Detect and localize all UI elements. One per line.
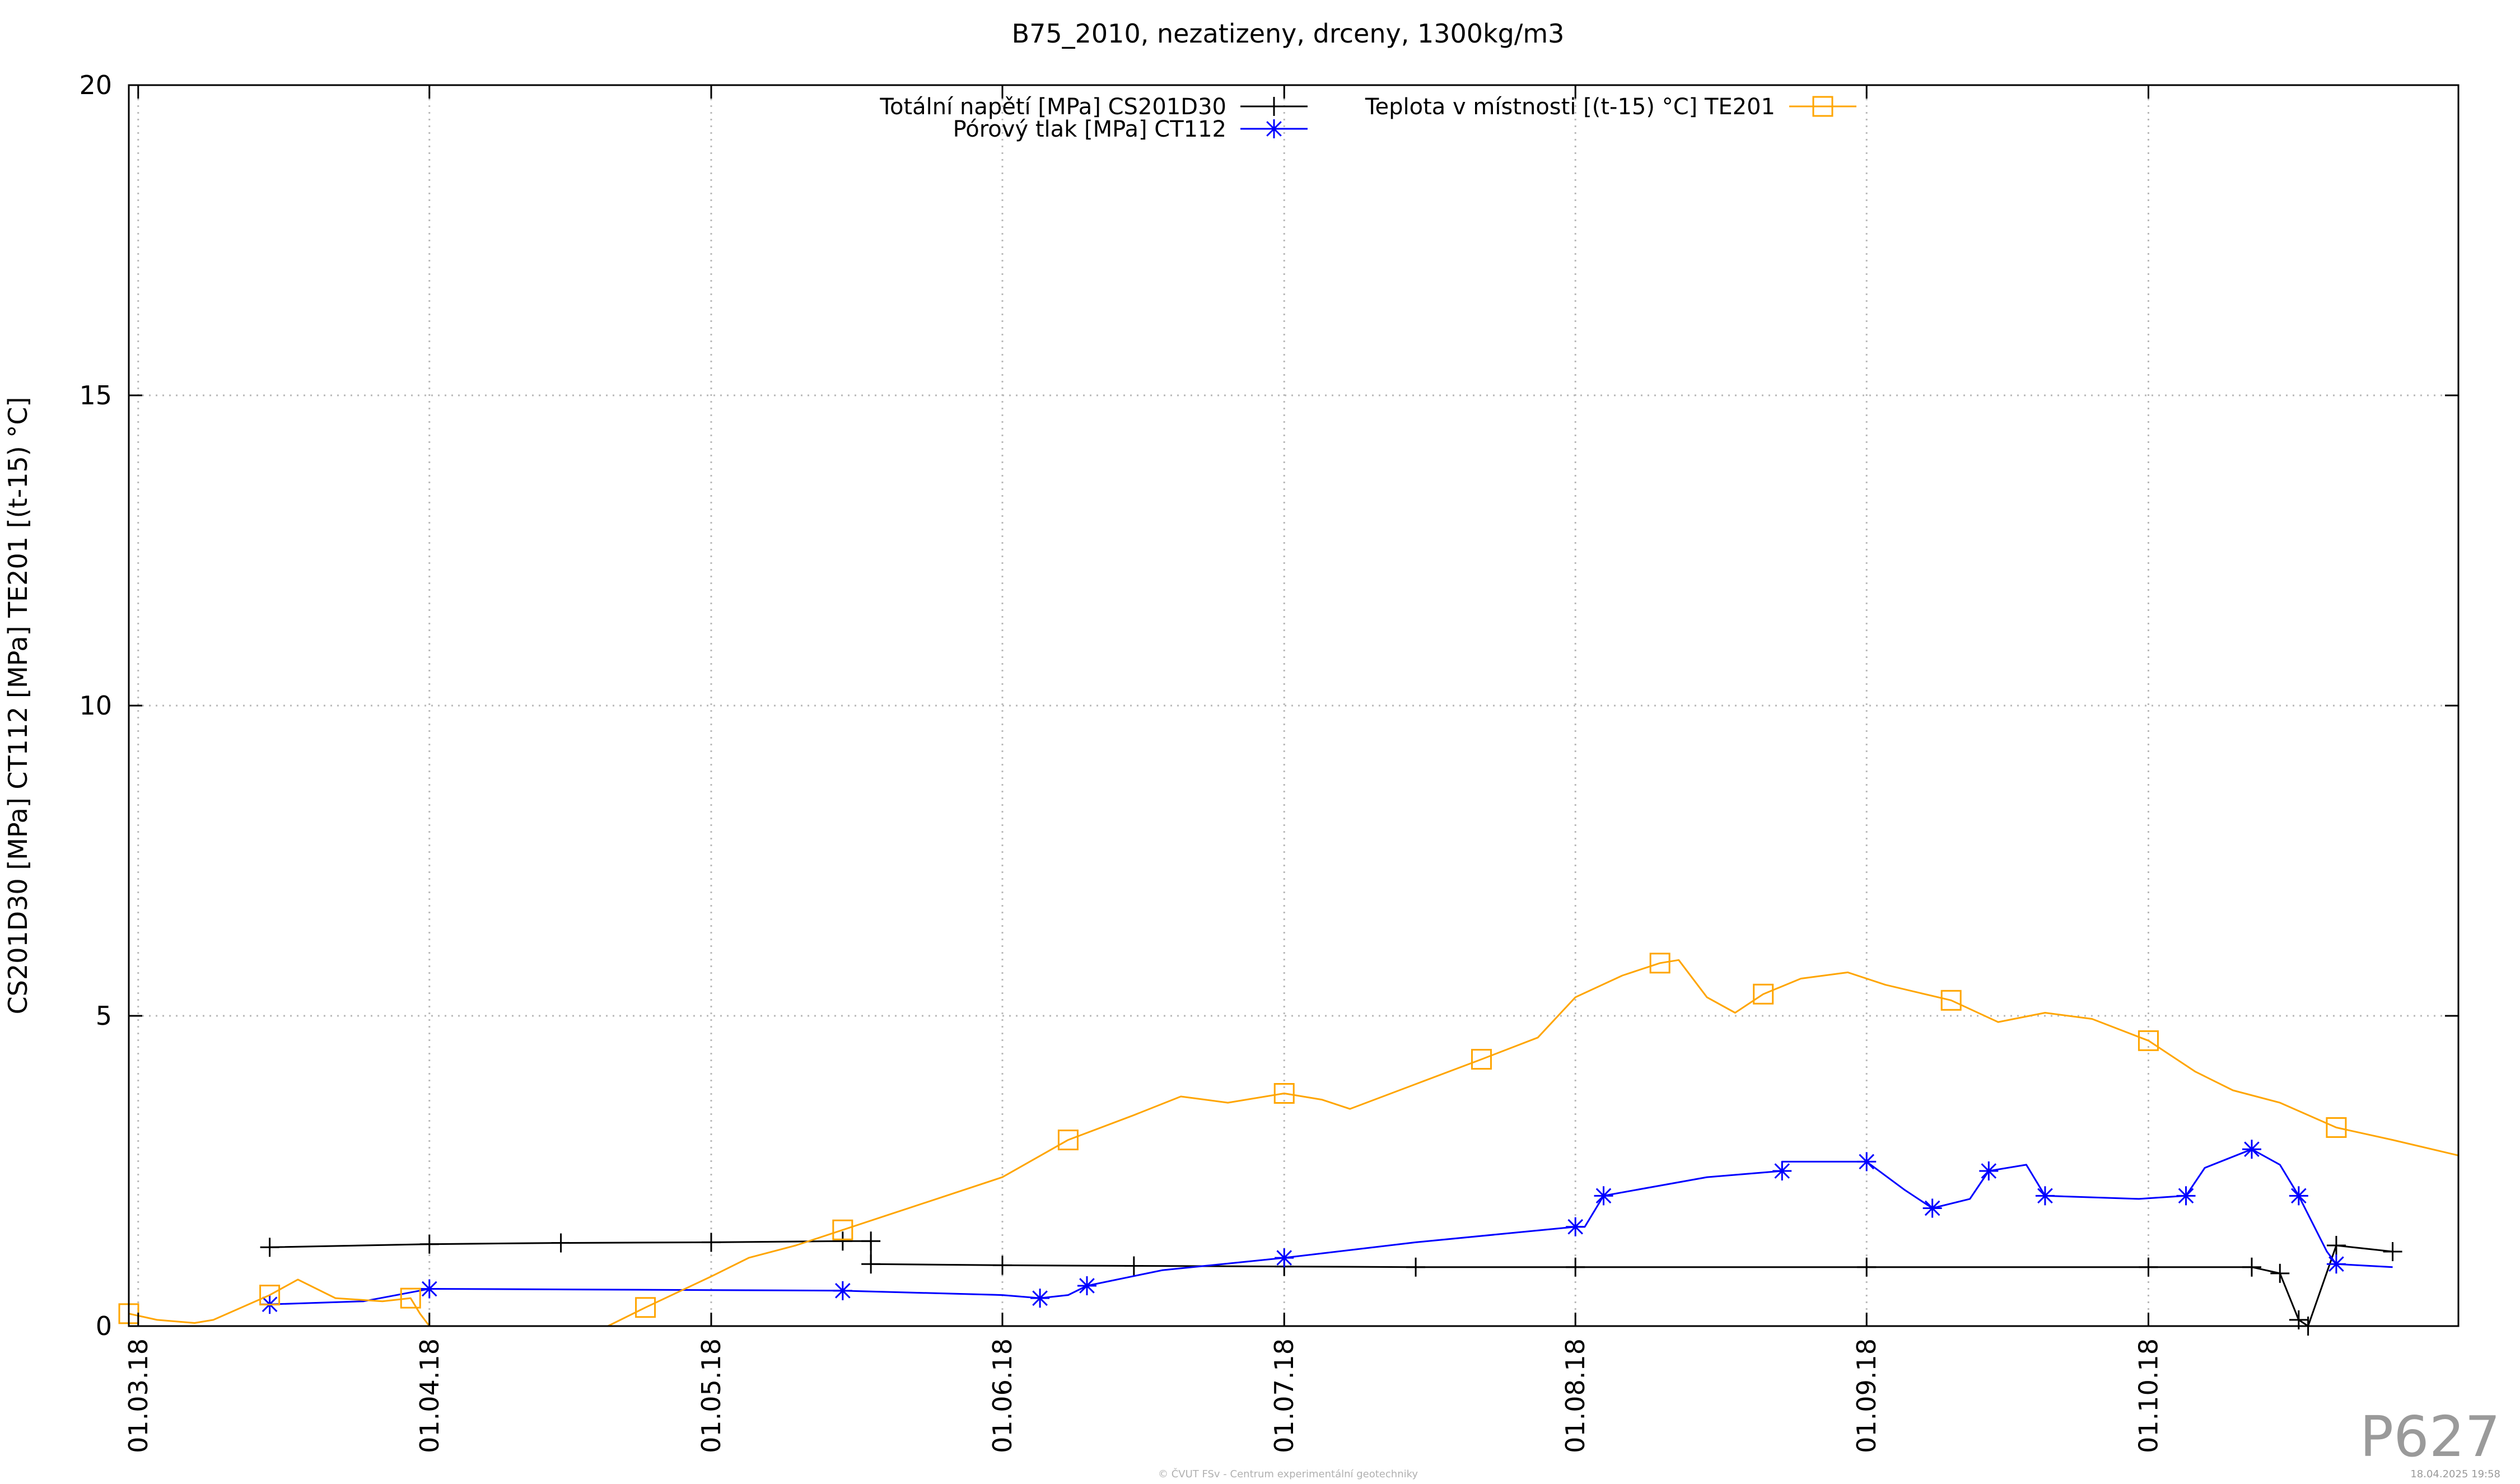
render-timestamp: 18.04.2025 19:58: [2410, 1468, 2500, 1480]
data-point-3: [1649, 953, 1670, 974]
series-line-3: [128, 959, 2459, 1327]
data-point-1: [419, 1234, 439, 1254]
y-tick-label: 5: [96, 1001, 112, 1031]
legend-label: Pórový tlak [MPa] CT112: [953, 116, 1226, 142]
data-point-2: [1566, 1217, 1585, 1236]
data-point-3: [2326, 1117, 2347, 1138]
data-point-1: [551, 1233, 571, 1253]
data-point-1: [702, 1233, 721, 1252]
data-point-2: [1594, 1186, 1613, 1206]
data-point-3: [832, 1219, 853, 1240]
data-point-1: [260, 1238, 279, 1257]
x-tick-label: 01.10.18: [2133, 1338, 2163, 1453]
chart-title: B75_2010, nezatizeny, drceny, 1300kg/m3: [1012, 18, 1565, 49]
data-point-2: [1922, 1198, 1942, 1218]
data-point-2: [1857, 1152, 1877, 1172]
data-point-3: [635, 1297, 656, 1318]
data-point-2: [1077, 1276, 1096, 1295]
data-point-1: [833, 1231, 852, 1251]
data-point-2: [833, 1281, 852, 1300]
plot-area: [118, 953, 2459, 1336]
series-line-1: [269, 1240, 2393, 1327]
data-point-3: [259, 1285, 281, 1306]
data-point-2: [2176, 1186, 2196, 1206]
x-axis: 01.03.18 01.04.18 01.05.18 01.06.18 01.07.18…: [123, 85, 2163, 1453]
data-point-3: [1273, 1083, 1295, 1104]
data-point-2: [1979, 1161, 1999, 1180]
data-point-1: [1566, 1257, 1585, 1277]
y-tick-label: 20: [79, 70, 112, 100]
data-point-2: [1772, 1161, 1792, 1180]
legend-entry-2: Pórový tlak [MPa] CT112: [953, 116, 1308, 142]
legend-entry-3: Teplota v místnosti [(t-15) °C] TE201: [1365, 94, 1856, 120]
y-tick-label: 10: [79, 690, 112, 721]
y-axis-label: CS201D30 [MPa] CT112 [MPa] TE201 [(t-15)…: [3, 397, 33, 1015]
data-point-2: [1275, 1248, 1294, 1268]
plot-id-watermark: P627: [2360, 1404, 2500, 1469]
x-tick-label: 01.03.18: [123, 1338, 153, 1453]
data-point-1: [1406, 1257, 1426, 1277]
data-point-1: [861, 1254, 881, 1274]
y-axis: 0 5 10 15 20: [79, 70, 2458, 1341]
data-point-2: [2035, 1186, 2055, 1206]
x-tick-label: 01.06.18: [987, 1338, 1018, 1453]
copyright-note: © ČVUT FSv - Centrum experimentální geot…: [1158, 1468, 1418, 1480]
data-point-1: [993, 1256, 1012, 1275]
y-tick-label: 0: [96, 1311, 112, 1341]
legend-marker: [1264, 97, 1284, 116]
data-point-3: [1057, 1130, 1079, 1151]
series-1: [260, 1231, 2402, 1336]
data-point-2: [2289, 1186, 2308, 1206]
y-tick-label: 15: [79, 380, 112, 410]
data-point-2: [2326, 1254, 2346, 1274]
data-point-3: [1940, 990, 1962, 1011]
data-point-1: [2139, 1257, 2158, 1277]
x-tick-label: 01.04.18: [414, 1338, 445, 1453]
data-point-2: [419, 1279, 439, 1299]
data-point-2: [2242, 1140, 2261, 1159]
x-tick-label: 01.05.18: [696, 1338, 726, 1453]
data-point-1: [2326, 1235, 2346, 1255]
legend-label: Totální napětí [MPa] CS201D30: [879, 94, 1226, 120]
data-point-1: [2242, 1257, 2261, 1277]
data-point-1: [861, 1231, 881, 1251]
data-point-1: [1857, 1257, 1877, 1277]
data-point-1: [1124, 1256, 1144, 1276]
data-point-1: [2270, 1263, 2290, 1283]
legend-marker: [1264, 119, 1284, 138]
legend-entry-1: Totální napětí [MPa] CS201D30: [879, 94, 1308, 120]
legend-marker: [1812, 96, 1833, 117]
data-point-3: [1471, 1049, 1492, 1070]
data-point-2: [1030, 1289, 1050, 1308]
x-tick-label: 01.09.18: [1851, 1338, 1882, 1453]
data-point-3: [2138, 1030, 2159, 1051]
series-2: [260, 1140, 2393, 1314]
x-tick-label: 01.08.18: [1560, 1338, 1590, 1453]
data-point-1: [2383, 1242, 2402, 1262]
data-point-3: [400, 1287, 421, 1309]
x-tick-label: 01.07.18: [1269, 1338, 1299, 1453]
data-point-3: [1753, 983, 1774, 1005]
legend-label: Teplota v místnosti [(t-15) °C] TE201: [1365, 94, 1775, 120]
